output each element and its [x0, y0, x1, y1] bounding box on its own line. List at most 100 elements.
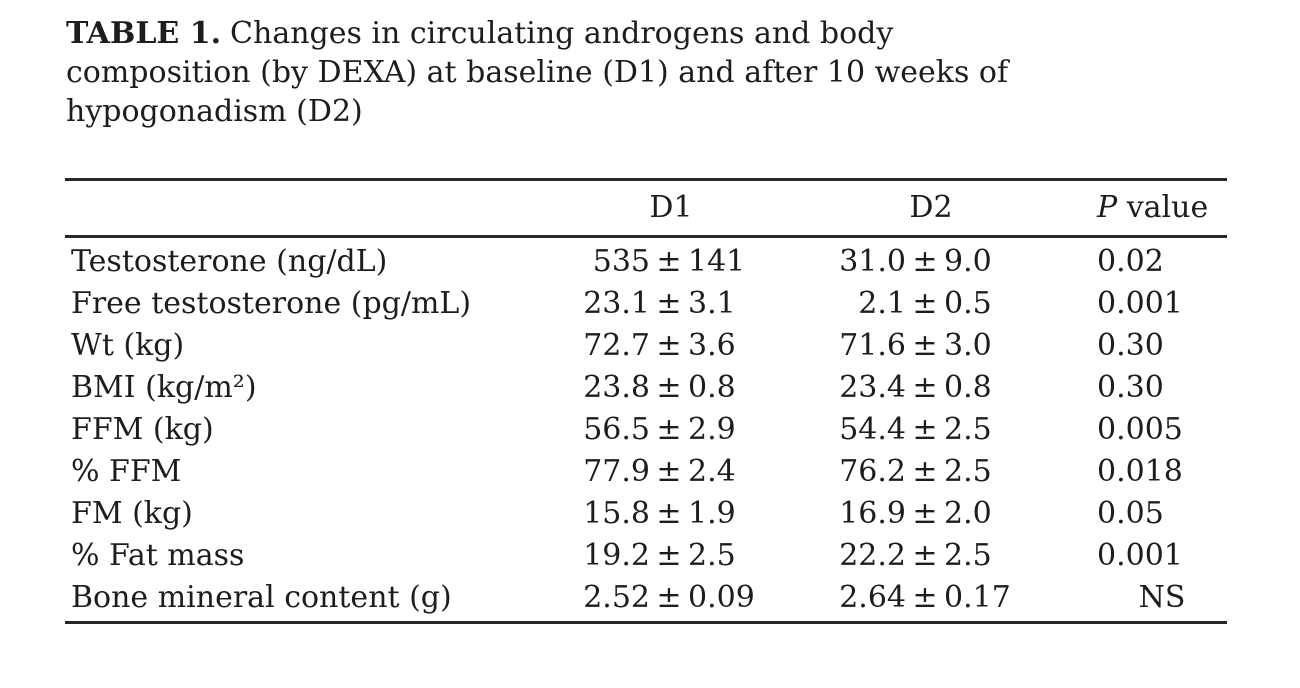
d1-value-cell: 72.7 ± 3.6 — [545, 325, 783, 367]
row-label: % FFM — [71, 454, 182, 489]
d1-sd: 3.1 — [688, 286, 736, 321]
d1-mean: 23.8 — [583, 370, 650, 405]
header-empty-cell — [65, 181, 545, 235]
p-value-cell: 0.001 — [1097, 538, 1183, 573]
d2-value-cell: 16.9 ± 2.0 — [783, 493, 1039, 535]
table-row: Bone mineral content (g) 2.52 ± 0.09 2.6… — [65, 577, 1227, 619]
p-value-cell: NS — [1138, 580, 1186, 615]
row-label: % Fat mass — [71, 538, 245, 573]
data-table: D1 D2 P value Testosterone (ng/dL) 535 ±… — [65, 178, 1227, 624]
d1-mean: 72.7 — [583, 328, 650, 363]
plus-minus-symbol: ± — [912, 412, 938, 447]
caption-text-1: Changes in circulating androgens and bod… — [230, 16, 894, 51]
table-rule-top — [65, 178, 1227, 181]
table-number-label: TABLE 1. — [66, 16, 222, 51]
d2-sd: 0.17 — [944, 580, 1011, 615]
d1-sd: 1.9 — [688, 496, 736, 531]
d2-value-cell: 31.0 ± 9.0 — [783, 241, 1039, 283]
plus-minus-symbol: ± — [912, 370, 938, 405]
header-p-italic: P — [1097, 190, 1118, 225]
caption-line-1: TABLE 1. Changes in circulating androgens… — [66, 14, 1186, 53]
row-label: Free testosterone (pg/mL) — [71, 286, 472, 321]
table-row: FFM (kg) 56.5 ± 2.9 54.4 ± 2.5 0.005 — [65, 409, 1227, 451]
d2-sd: 0.5 — [944, 286, 992, 321]
d2-value-cell: 2.1 ± 0.5 — [783, 283, 1039, 325]
table-row: Wt (kg) 72.7 ± 3.6 71.6 ± 3.0 0.30 — [65, 325, 1227, 367]
header-p-value: P value — [1039, 181, 1227, 235]
d2-mean: 71.6 — [839, 328, 906, 363]
row-label: BMI (kg/m²) — [71, 370, 257, 405]
d1-mean: 15.8 — [583, 496, 650, 531]
p-value-cell: 0.30 — [1097, 370, 1164, 405]
d2-sd: 2.5 — [944, 538, 992, 573]
row-label: FM (kg) — [71, 496, 193, 531]
d1-sd: 0.8 — [688, 370, 736, 405]
caption-line-3: hypogonadism (D2) — [66, 94, 363, 129]
d2-mean: 2.1 — [858, 286, 906, 321]
p-value-cell: 0.005 — [1097, 412, 1183, 447]
plus-minus-symbol: ± — [656, 328, 682, 363]
table-caption: TABLE 1. Changes in circulating androgens… — [66, 14, 1186, 131]
plus-minus-symbol: ± — [656, 412, 682, 447]
d2-mean: 2.64 — [839, 580, 906, 615]
d1-mean: 2.52 — [583, 580, 650, 615]
plus-minus-symbol: ± — [912, 580, 938, 615]
d1-sd: 3.6 — [688, 328, 736, 363]
d2-sd: 3.0 — [944, 328, 992, 363]
d2-sd: 2.5 — [944, 412, 992, 447]
d1-value-cell: 23.8 ± 0.8 — [545, 367, 783, 409]
plus-minus-symbol: ± — [912, 538, 938, 573]
table-row: BMI (kg/m²) 23.8 ± 0.8 23.4 ± 0.8 0.30 — [65, 367, 1227, 409]
d1-value-cell: 19.2 ± 2.5 — [545, 535, 783, 577]
d2-mean: 23.4 — [839, 370, 906, 405]
plus-minus-symbol: ± — [912, 286, 938, 321]
d2-mean: 22.2 — [839, 538, 906, 573]
table-row: Testosterone (ng/dL) 535 ± 141 31.0 ± 9.… — [65, 241, 1227, 283]
p-value-cell: 0.05 — [1097, 496, 1164, 531]
table-row: FM (kg) 15.8 ± 1.9 16.9 ± 2.0 0.05 — [65, 493, 1227, 535]
row-label: Testosterone (ng/dL) — [71, 244, 388, 279]
d1-value-cell: 15.8 ± 1.9 — [545, 493, 783, 535]
table-row: Free testosterone (pg/mL) 23.1 ± 3.1 2.1… — [65, 283, 1227, 325]
d2-value-cell: 54.4 ± 2.5 — [783, 409, 1039, 451]
p-value-cell: 0.30 — [1097, 328, 1164, 363]
d1-mean: 77.9 — [583, 454, 650, 489]
d2-mean: 76.2 — [839, 454, 906, 489]
d1-sd: 2.5 — [688, 538, 736, 573]
d2-sd: 9.0 — [944, 244, 992, 279]
d1-value-cell: 2.52 ± 0.09 — [545, 577, 783, 619]
d2-mean: 16.9 — [839, 496, 906, 531]
d1-sd: 141 — [688, 244, 746, 279]
d1-mean: 19.2 — [583, 538, 650, 573]
plus-minus-symbol: ± — [912, 496, 938, 531]
d1-value-cell: 77.9 ± 2.4 — [545, 451, 783, 493]
plus-minus-symbol: ± — [656, 286, 682, 321]
d2-value-cell: 22.2 ± 2.5 — [783, 535, 1039, 577]
plus-minus-symbol: ± — [912, 454, 938, 489]
p-value-cell: 0.018 — [1097, 454, 1183, 489]
plus-minus-symbol: ± — [912, 328, 938, 363]
plus-minus-symbol: ± — [656, 496, 682, 531]
table-header-row: D1 D2 P value — [65, 181, 1227, 235]
plus-minus-symbol: ± — [656, 580, 682, 615]
plus-minus-symbol: ± — [656, 454, 682, 489]
plus-minus-symbol: ± — [656, 244, 682, 279]
table-rule-bottom — [65, 621, 1227, 624]
plus-minus-symbol: ± — [656, 538, 682, 573]
d2-sd: 2.5 — [944, 454, 992, 489]
d1-mean: 23.1 — [583, 286, 650, 321]
d1-value-cell: 535 ± 141 — [545, 241, 783, 283]
d2-sd: 0.8 — [944, 370, 992, 405]
p-value-cell: 0.02 — [1097, 244, 1164, 279]
d2-mean: 54.4 — [839, 412, 906, 447]
d1-sd: 0.09 — [688, 580, 755, 615]
caption-line-2: composition (by DEXA) at baseline (D1) a… — [66, 55, 1009, 90]
p-value-cell: 0.001 — [1097, 286, 1183, 321]
row-label: Wt (kg) — [71, 328, 185, 363]
d1-value-cell: 23.1 ± 3.1 — [545, 283, 783, 325]
table-body: Testosterone (ng/dL) 535 ± 141 31.0 ± 9.… — [65, 238, 1227, 621]
d2-mean: 31.0 — [839, 244, 906, 279]
plus-minus-symbol: ± — [912, 244, 938, 279]
d2-value-cell: 2.64 ± 0.17 — [783, 577, 1039, 619]
